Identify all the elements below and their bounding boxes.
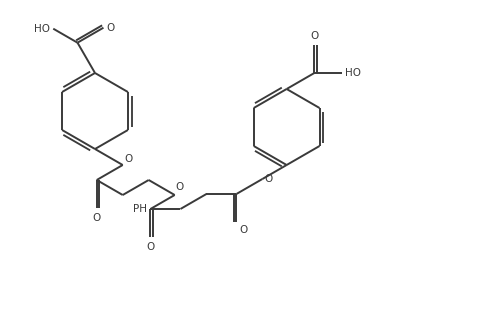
Text: O: O [264, 174, 272, 184]
Text: O: O [106, 23, 115, 33]
Text: PH: PH [134, 204, 148, 214]
Text: O: O [176, 182, 184, 192]
Text: O: O [125, 154, 133, 164]
Text: O: O [240, 225, 248, 235]
Text: HO: HO [34, 24, 50, 34]
Text: O: O [92, 213, 101, 223]
Text: HO: HO [346, 68, 362, 78]
Text: O: O [310, 31, 318, 41]
Text: O: O [146, 242, 154, 252]
